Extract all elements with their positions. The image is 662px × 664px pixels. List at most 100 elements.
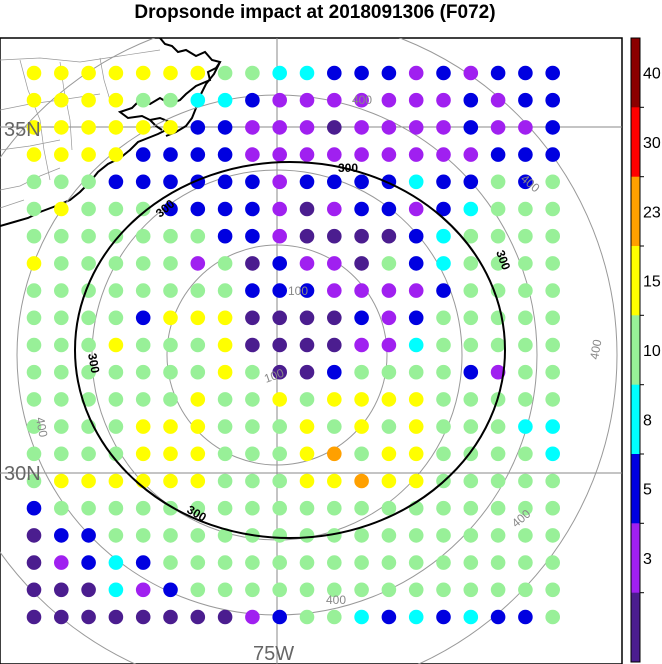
colorbar-labels: 40 30 23 15 10 8 5 3 [643, 66, 661, 568]
impact-dot [327, 609, 342, 625]
impact-dot [135, 256, 151, 271]
impact-dot [436, 392, 451, 407]
impact-dot [272, 201, 288, 217]
impact-dot [245, 174, 260, 190]
impact-dot [217, 174, 233, 190]
impact-dot [272, 92, 288, 108]
impact-dot [354, 256, 369, 271]
impact-dot [81, 609, 96, 625]
impact-dot [545, 92, 560, 108]
impact-dot [299, 310, 315, 326]
impact-dot [272, 392, 288, 407]
impact-dot [381, 528, 397, 543]
impact-dot [518, 92, 533, 108]
impact-dot [135, 92, 151, 108]
impact-dot [518, 120, 533, 135]
impact-dot [490, 92, 506, 108]
impact-dot [135, 419, 151, 434]
impact-dot [299, 528, 315, 543]
impact-dot [354, 528, 369, 543]
impact-dot [299, 201, 315, 217]
impact-dot [163, 92, 178, 108]
impact-dot [245, 446, 260, 462]
impact-dot [190, 310, 206, 326]
longitude-label-75w: 75W [253, 643, 294, 664]
impact-dot [354, 555, 369, 570]
impact-dot [54, 528, 69, 543]
impact-dot [518, 256, 533, 271]
colorbar-segment [631, 38, 640, 108]
impact-dot [490, 500, 506, 516]
impact-dot [272, 283, 288, 298]
impact-dot [108, 228, 124, 244]
impact-dot [327, 92, 342, 108]
impact-dot [108, 364, 124, 380]
impact-dot [381, 473, 397, 489]
impact-dot [490, 174, 506, 190]
impact-dot [190, 283, 206, 298]
impact-dot [381, 446, 397, 462]
impact-dot [545, 256, 560, 271]
impact-dot [245, 120, 260, 135]
impact-dot [26, 582, 42, 598]
impact-dot [108, 120, 124, 135]
impact-dot [245, 92, 260, 108]
impact-dot [463, 528, 479, 543]
impact-dot [54, 392, 69, 407]
contour-label-300-right: 300 [493, 248, 513, 272]
impact-dot [245, 609, 260, 625]
impact-dot [54, 609, 69, 625]
impact-dot [354, 228, 369, 244]
impact-dot [135, 283, 151, 298]
impact-dot [54, 500, 69, 516]
impact-dot [54, 555, 69, 570]
impact-dot [108, 609, 124, 625]
impact-dot [81, 446, 96, 462]
impact-dot [518, 582, 533, 598]
impact-dot [190, 555, 206, 570]
impact-dot [217, 446, 233, 462]
impact-dot [354, 337, 369, 353]
impact-dot [327, 473, 342, 489]
impact-dot [135, 446, 151, 462]
impact-dot [436, 419, 451, 434]
impact-dot [54, 147, 69, 162]
impact-dot [190, 120, 206, 135]
impact-dot [54, 65, 69, 81]
impact-dot [490, 120, 506, 135]
impact-dot [81, 555, 96, 570]
impact-dot [108, 500, 124, 516]
impact-dot [327, 201, 342, 217]
impact-dot [217, 228, 233, 244]
impact-dot [108, 473, 124, 489]
impact-dot [217, 256, 233, 271]
impact-dot [217, 609, 233, 625]
impact-dot [54, 228, 69, 244]
impact-dot [545, 228, 560, 244]
impact-dot [272, 364, 288, 380]
impact-dot [299, 147, 315, 162]
impact-dot [108, 419, 124, 434]
latitude-label-35n: 35N [4, 119, 41, 141]
impact-dot [545, 582, 560, 598]
impact-dot [327, 283, 342, 298]
impact-dot [54, 174, 69, 190]
impact-dot [299, 256, 315, 271]
impact-dot [81, 392, 96, 407]
impact-dot [54, 446, 69, 462]
impact-dot [26, 92, 42, 108]
impact-dot [217, 337, 233, 353]
impact-dot [81, 174, 96, 190]
impact-dot [217, 582, 233, 598]
impact-dot [299, 337, 315, 353]
impact-dot [381, 392, 397, 407]
impact-dot [272, 120, 288, 135]
impact-dot [135, 310, 151, 326]
impact-dot [354, 283, 369, 298]
impact-dot [463, 65, 479, 81]
impact-dot [518, 228, 533, 244]
impact-dot [518, 419, 533, 434]
impact-dot [354, 582, 369, 598]
impact-dot [354, 609, 369, 625]
impact-dot [190, 528, 206, 543]
